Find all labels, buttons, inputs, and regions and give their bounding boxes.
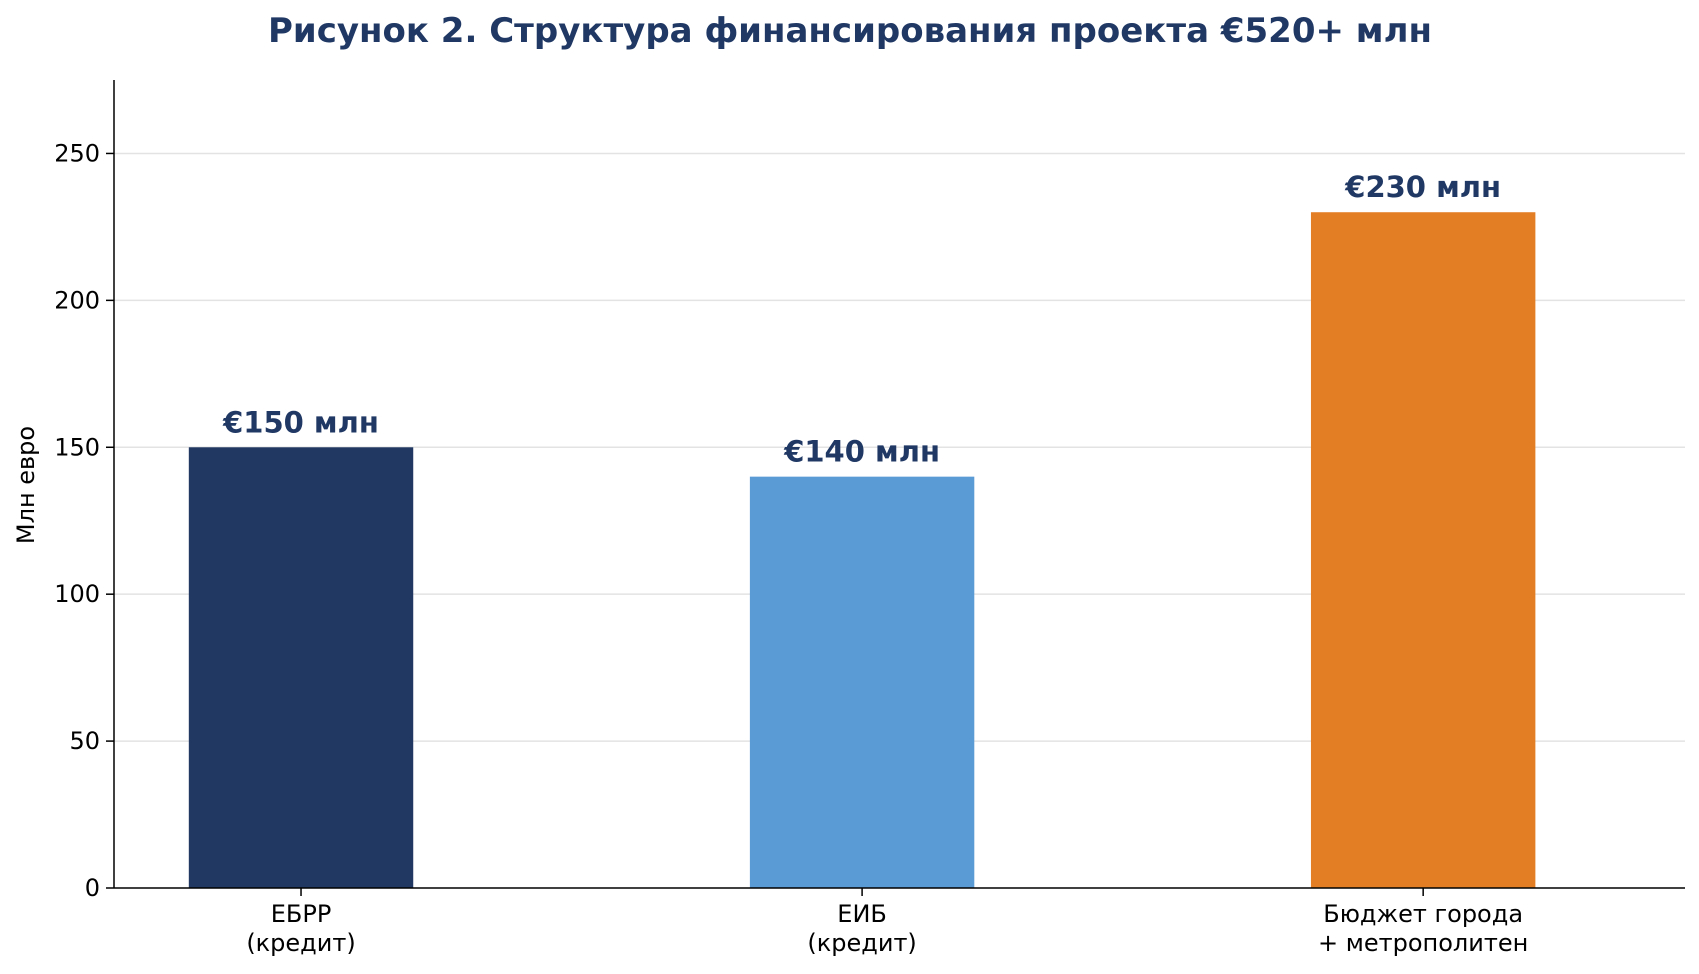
x-tick-label-line: Бюджет города (1323, 900, 1523, 928)
bar (188, 447, 414, 888)
data-label: €150 млн (222, 405, 379, 439)
y-tick-label: 0 (85, 874, 100, 902)
x-tick-label: ЕБРР (кредит) (246, 900, 355, 957)
data-labels: €150 млн €140 млн €230 млн (222, 170, 1501, 468)
x-tick-label-line: (кредит) (807, 929, 916, 957)
y-tick-label: 100 (54, 580, 100, 608)
chart-title: Рисунок 2. Структура финансирования прое… (268, 11, 1432, 51)
bars (188, 212, 1536, 888)
y-tick-label: 250 (54, 139, 100, 167)
x-tick-label-line: ЕИБ (837, 900, 887, 928)
x-tick-label-line: + метрополитен (1318, 929, 1528, 957)
y-tick-label: 200 (54, 286, 100, 314)
x-tick-label: Бюджет города + метрополитен (1318, 900, 1528, 957)
x-axis-ticks: ЕБРР (кредит)ЕИБ (кредит)Бюджет города + ме… (246, 888, 1528, 957)
x-tick-label-line: ЕБРР (271, 900, 332, 928)
y-tick-label: 50 (69, 727, 100, 755)
y-tick-label: 150 (54, 433, 100, 461)
x-tick-label-line: (кредит) (246, 929, 355, 957)
y-axis-ticks: 0 50 100 150 200 250 (54, 139, 114, 902)
bar (749, 476, 975, 888)
data-label: €140 млн (783, 435, 940, 469)
bar (1310, 212, 1536, 888)
data-label: €230 млн (1344, 170, 1501, 204)
x-tick-label: ЕИБ (кредит) (807, 900, 916, 957)
y-axis-label: Млн евро (12, 426, 40, 544)
